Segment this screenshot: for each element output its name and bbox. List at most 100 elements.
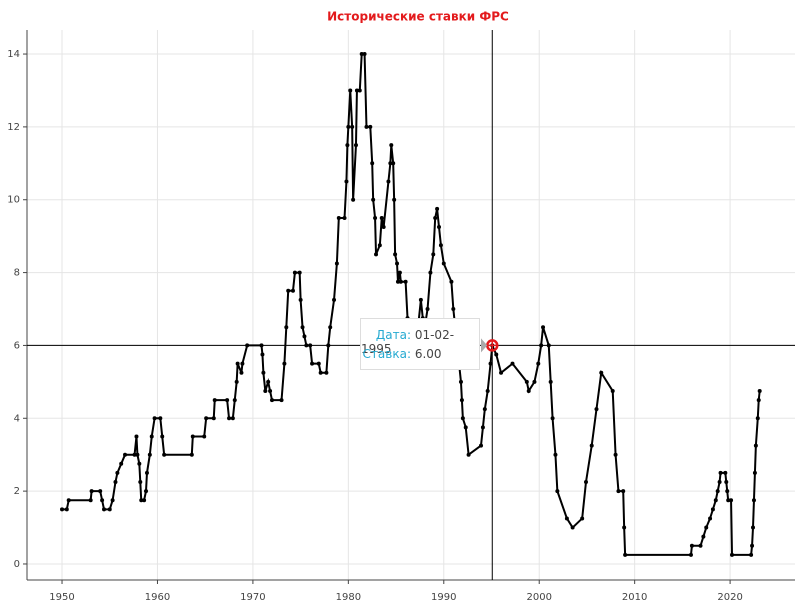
tooltip-row: Ставка: 6.00 xyxy=(361,347,481,361)
tooltip-key: Дата: xyxy=(375,328,411,343)
point xyxy=(610,388,615,393)
point xyxy=(348,88,353,93)
point xyxy=(297,270,302,275)
point xyxy=(381,225,386,230)
tooltip: Дата: 01-02-1995 Ставка: 6.00 xyxy=(360,318,481,371)
point xyxy=(266,379,271,384)
point xyxy=(284,325,289,330)
point xyxy=(377,243,382,248)
point xyxy=(268,388,273,393)
point xyxy=(362,52,367,57)
series-line xyxy=(62,53,761,556)
point xyxy=(261,370,266,375)
point xyxy=(135,452,140,457)
point xyxy=(142,498,147,503)
point xyxy=(336,215,341,220)
x-tick-label: 1960 xyxy=(145,592,170,603)
x-tick-label: 1970 xyxy=(240,592,265,603)
point xyxy=(374,252,379,257)
point xyxy=(441,261,446,266)
point xyxy=(570,525,575,530)
point xyxy=(290,288,295,293)
point xyxy=(334,261,339,266)
point xyxy=(438,243,443,248)
point xyxy=(373,215,378,220)
point xyxy=(524,379,529,384)
x-tick-label: 2010 xyxy=(622,592,647,603)
point xyxy=(324,370,329,375)
point xyxy=(346,124,351,129)
point xyxy=(147,452,152,457)
point xyxy=(204,416,209,421)
point xyxy=(230,416,235,421)
hover-cross xyxy=(487,340,498,351)
point xyxy=(479,443,484,448)
point xyxy=(752,470,757,475)
point xyxy=(435,206,440,211)
point xyxy=(138,480,143,485)
point xyxy=(149,434,154,439)
point xyxy=(451,307,456,312)
point xyxy=(459,398,464,403)
point xyxy=(713,498,718,503)
point xyxy=(589,443,594,448)
point xyxy=(110,498,115,503)
point xyxy=(292,270,297,275)
point xyxy=(332,297,337,302)
point xyxy=(364,124,369,129)
tooltip-value: 01-02-1995 xyxy=(361,328,455,357)
point xyxy=(730,552,735,557)
point xyxy=(433,215,438,220)
point xyxy=(708,516,713,521)
point xyxy=(344,179,349,184)
point xyxy=(480,425,485,430)
point xyxy=(202,434,207,439)
point xyxy=(704,525,709,530)
point xyxy=(234,379,239,384)
y-tick-label: 0 xyxy=(14,559,20,570)
point xyxy=(318,370,323,375)
point xyxy=(594,407,599,412)
point xyxy=(152,416,157,421)
point xyxy=(622,525,627,530)
point xyxy=(139,498,144,503)
point xyxy=(353,143,358,148)
tooltip-row: Дата: 01-02-1995 xyxy=(361,328,481,356)
point xyxy=(599,370,604,375)
point xyxy=(64,507,69,512)
x-tick-label: 2000 xyxy=(526,592,551,603)
point xyxy=(494,352,499,357)
point xyxy=(269,398,274,403)
point xyxy=(398,279,403,284)
point xyxy=(555,489,560,494)
point xyxy=(115,470,120,475)
point xyxy=(357,88,362,93)
point xyxy=(100,498,105,503)
point xyxy=(749,552,754,557)
point xyxy=(98,489,103,494)
point xyxy=(392,197,397,202)
point xyxy=(158,416,163,421)
point xyxy=(553,452,558,457)
point xyxy=(623,552,628,557)
point xyxy=(616,489,621,494)
point xyxy=(298,297,303,302)
point xyxy=(428,270,433,275)
tooltip-key: Ставка: xyxy=(362,347,411,362)
point xyxy=(724,480,729,485)
point xyxy=(510,361,515,366)
point xyxy=(137,461,142,466)
point xyxy=(580,516,585,521)
tooltip-value: 6.00 xyxy=(414,347,442,362)
point xyxy=(755,416,760,421)
point xyxy=(621,489,626,494)
point xyxy=(123,452,128,457)
point xyxy=(102,507,107,512)
point xyxy=(460,416,465,421)
point xyxy=(564,516,569,521)
x-tick-label: 2020 xyxy=(717,592,742,603)
point xyxy=(751,498,756,503)
point xyxy=(286,288,291,293)
point xyxy=(328,325,333,330)
point xyxy=(227,416,232,421)
